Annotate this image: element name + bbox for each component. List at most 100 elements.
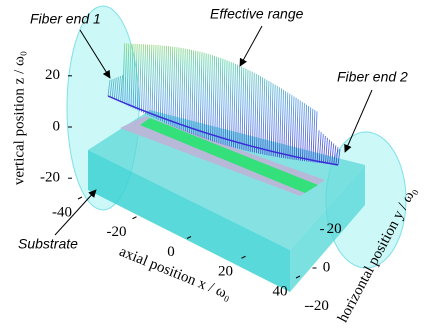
mesh-line: [304, 104, 307, 162]
mesh-line: [109, 79, 113, 98]
mesh-line: [256, 75, 259, 154]
mesh-line: [327, 139, 330, 164]
mesh-line: [138, 44, 142, 112]
mesh-line: [212, 55, 215, 142]
mesh-line: [153, 45, 157, 119]
mesh-line: [337, 148, 341, 166]
tick-mark: [186, 236, 192, 239]
mesh-line: [237, 65, 241, 149]
waveguide: [140, 118, 318, 193]
tick-label: 40: [273, 283, 288, 299]
mesh-line: [113, 77, 117, 100]
mesh-line: [262, 78, 266, 155]
mesh-line: [207, 54, 211, 140]
mesh-line: [187, 49, 190, 133]
mesh-line: [166, 46, 169, 124]
mesh-line: [159, 45, 163, 121]
mesh-line: [308, 107, 312, 162]
substrate-front: [88, 150, 290, 292]
mesh-line: [189, 49, 192, 134]
mesh-line: [220, 58, 224, 144]
mesh-line: [253, 73, 257, 153]
mesh-line: [195, 51, 199, 136]
mesh-line: [281, 89, 284, 158]
mesh-line: [170, 46, 174, 126]
mesh-line: [312, 110, 316, 163]
mesh-line: [147, 44, 151, 116]
mesh-line: [291, 96, 295, 160]
mesh-line: [149, 44, 153, 117]
z-axis-label: vertical position z / ω₀: [11, 51, 27, 185]
mesh-line: [322, 135, 326, 164]
mesh-line: [228, 62, 232, 147]
mesh-line: [260, 77, 264, 154]
mesh-line: [233, 63, 236, 148]
mesh-line: [293, 97, 297, 160]
mesh-line: [297, 100, 301, 161]
mesh-line: [172, 46, 176, 127]
mesh-line: [310, 108, 314, 162]
mesh-line: [243, 68, 247, 151]
mesh-line: [210, 55, 213, 141]
mesh-line: [161, 45, 165, 122]
mesh-line: [222, 59, 226, 145]
mesh-line: [331, 143, 335, 165]
annotation-arrow: [239, 25, 263, 67]
mesh-line: [249, 71, 253, 152]
mesh-line: [120, 75, 123, 103]
tick-label: 20: [45, 67, 60, 83]
mesh-line: [184, 48, 188, 132]
mesh-line: [126, 43, 130, 106]
mesh-line: [134, 43, 138, 110]
mesh-line: [132, 43, 136, 109]
mesh-line: [270, 83, 274, 157]
mesh-line: [107, 79, 111, 97]
mesh-line: [168, 46, 172, 125]
mesh-line: [247, 70, 251, 152]
mesh-line: [197, 51, 201, 137]
annotation: Effective range: [210, 6, 304, 22]
mesh-line: [274, 85, 278, 157]
mesh-line: [318, 132, 322, 163]
mesh-line: [201, 52, 205, 138]
mesh-line: [283, 91, 287, 159]
tick-mark: [132, 216, 137, 220]
mesh-line: [157, 45, 161, 120]
mesh-line: [174, 47, 178, 128]
mesh-line: [180, 48, 184, 130]
mesh-line: [325, 137, 328, 164]
mesh-line: [118, 76, 121, 102]
mesh-line: [314, 111, 318, 163]
mesh-line: [191, 50, 195, 134]
mesh-line: [128, 43, 132, 107]
mesh-line: [239, 66, 243, 150]
mesh-line: [285, 92, 289, 159]
mesh-line: [145, 44, 149, 115]
annotation-arrow: [54, 189, 97, 236]
mesh-line: [143, 44, 146, 114]
mesh-line: [193, 50, 197, 135]
mesh-line: [216, 57, 220, 143]
tick-label: 0: [323, 259, 331, 275]
annotation-arrow: [344, 89, 373, 153]
mesh-line: [235, 64, 238, 149]
annotation: Fiber end 1: [30, 11, 101, 27]
tick-mark: [241, 255, 246, 259]
mesh-line: [155, 45, 159, 119]
annotation-arrow: [79, 29, 111, 79]
tick-label: -40: [52, 204, 72, 220]
tick-label: 0: [53, 118, 61, 134]
annotation: Substrate: [18, 236, 78, 252]
tick-mark: [77, 196, 83, 200]
mesh-line: [141, 44, 144, 113]
mesh-line: [218, 58, 222, 144]
mesh-line: [258, 76, 261, 154]
mesh-line: [335, 147, 339, 165]
tick-label: -20: [40, 170, 60, 186]
mesh-edge: [107, 95, 339, 166]
mesh-line: [299, 101, 303, 161]
mesh-line: [151, 44, 155, 118]
mesh-line: [329, 141, 333, 165]
mesh-line: [226, 61, 230, 146]
tick-mark: [295, 275, 301, 279]
